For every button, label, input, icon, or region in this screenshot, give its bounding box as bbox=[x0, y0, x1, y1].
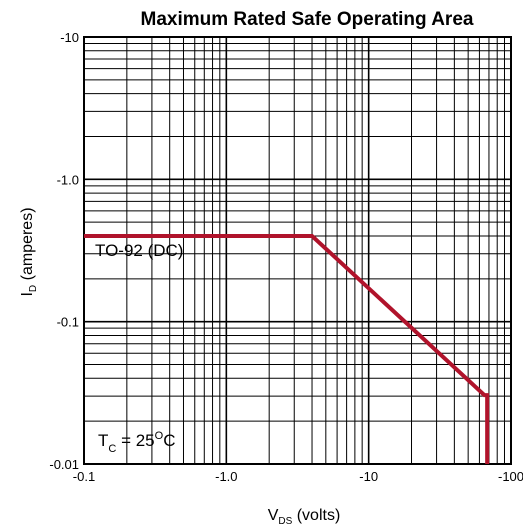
y-axis-label-suffix: (amperes) bbox=[19, 207, 36, 284]
y-tick-labels: -0.01 -0.1 -1.0 -10 bbox=[49, 30, 79, 472]
x-axis-label-main: V bbox=[268, 507, 279, 524]
x-axis-label-sub: DS bbox=[278, 516, 292, 527]
x-tick-labels: -0.1 -1.0 -10 -100 bbox=[73, 469, 523, 484]
series-annotation: TO-92 (DC) bbox=[95, 241, 183, 260]
x-axis-label-suffix: (volts) bbox=[292, 507, 340, 524]
y-axis-label-main: I bbox=[19, 292, 36, 296]
x-tick-label: -1.0 bbox=[215, 469, 237, 484]
y-tick-label: -1.0 bbox=[57, 172, 79, 187]
y-axis-label-sub: D bbox=[28, 285, 39, 292]
y-tick-label: -0.01 bbox=[49, 457, 79, 472]
temperature-degree: O bbox=[155, 430, 164, 442]
temperature-value: = 25 bbox=[116, 431, 154, 450]
grid-minor bbox=[84, 37, 511, 464]
x-tick-label: -10 bbox=[359, 469, 378, 484]
x-tick-label: -0.1 bbox=[73, 469, 95, 484]
temperature-symbol: T bbox=[98, 431, 108, 450]
y-axis-label: ID (amperes) bbox=[19, 207, 39, 296]
temperature-subscript: C bbox=[108, 443, 116, 455]
plot-frame bbox=[83, 36, 512, 465]
temperature-annotation: TC = 25OC bbox=[98, 430, 175, 455]
x-axis-label: VDS (volts) bbox=[268, 507, 341, 527]
y-tick-label: -10 bbox=[60, 30, 79, 45]
y-tick-label: -0.1 bbox=[57, 315, 79, 330]
series-line-to92-dc bbox=[84, 233, 490, 464]
chart-title: Maximum Rated Safe Operating Area bbox=[141, 9, 474, 30]
x-tick-label: -100 bbox=[498, 469, 523, 484]
temperature-unit: C bbox=[163, 431, 175, 450]
